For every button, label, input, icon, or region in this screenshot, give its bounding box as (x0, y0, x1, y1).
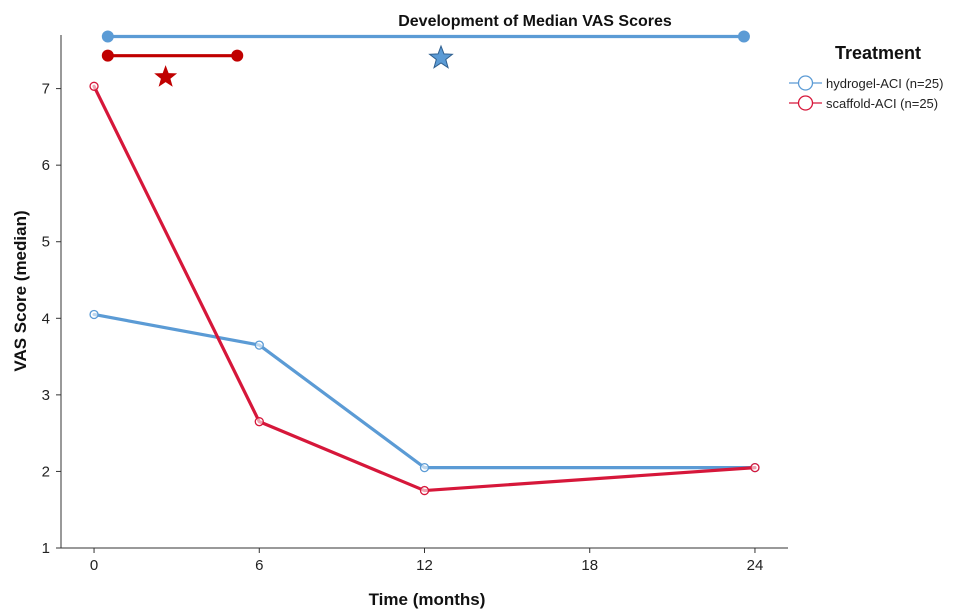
x-tick-label: 24 (747, 557, 764, 574)
data-point (254, 340, 264, 350)
data-point (419, 462, 430, 473)
significance-star-icon (428, 44, 454, 69)
significance-bar-end (231, 49, 244, 62)
series-line-1 (92, 84, 757, 493)
significance-bar-end (737, 30, 750, 43)
x-tick-label: 6 (255, 557, 263, 574)
series-layer (89, 81, 760, 496)
chart-title: Development of Median VAS Scores (398, 13, 672, 30)
data-point (89, 81, 99, 91)
y-ticks: 1 2 3 4 5 6 7 (42, 81, 61, 557)
data-point (419, 485, 430, 496)
x-tick-label: 18 (581, 557, 598, 574)
data-point (750, 462, 760, 473)
y-tick-label: 4 (42, 310, 50, 327)
y-axis-title: VAS Score (median) (11, 210, 30, 371)
legend-label: scaffold-ACI (n=25) (826, 96, 938, 111)
y-tick-label: 6 (42, 157, 50, 174)
legend-swatch-marker (797, 95, 814, 111)
significance-star-icon (154, 65, 178, 87)
y-tick-label: 2 (42, 463, 50, 480)
x-ticks: 0 6 12 18 24 (90, 548, 763, 574)
data-point (254, 417, 264, 427)
legend: Treatment hydrogel-ACI (n=25) scaffold-AC… (789, 43, 943, 111)
significance-bar-end (101, 49, 114, 62)
series-line-0 (92, 312, 757, 470)
significance-bar-end (101, 30, 114, 43)
legend-swatch-marker (797, 75, 814, 91)
y-tick-label: 3 (42, 387, 50, 404)
y-tick-label: 1 (42, 540, 50, 557)
x-tick-label: 12 (416, 557, 433, 574)
significance-annotations (101, 30, 750, 87)
data-point (89, 309, 99, 320)
y-tick-label: 7 (42, 81, 50, 98)
legend-label: hydrogel-ACI (n=25) (826, 76, 943, 91)
y-tick-label: 5 (42, 234, 50, 251)
x-axis-title: Time (months) (369, 590, 486, 609)
legend-title: Treatment (835, 43, 921, 63)
x-tick-label: 0 (90, 557, 98, 574)
legend-items: hydrogel-ACI (n=25) scaffold-ACI (n=25) (789, 75, 943, 111)
